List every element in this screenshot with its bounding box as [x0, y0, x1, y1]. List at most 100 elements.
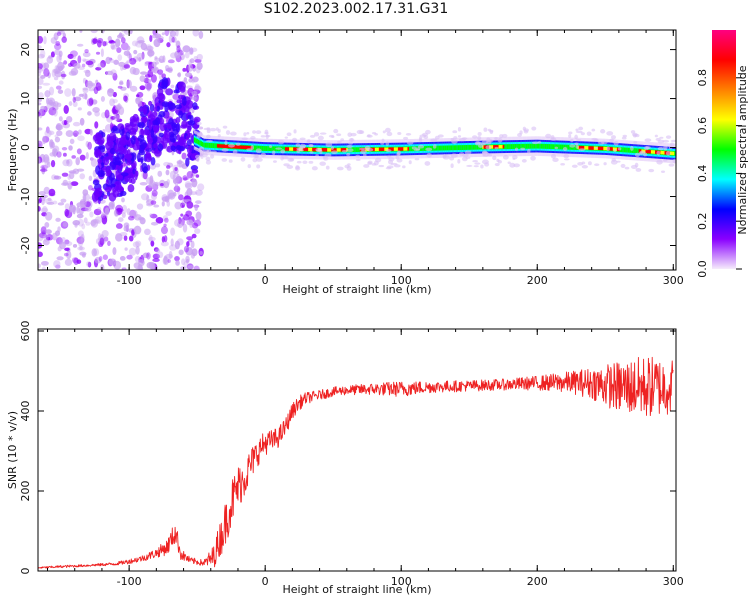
spectrogram-feature-mark — [94, 187, 103, 198]
spectrogram-noise-mark — [188, 78, 193, 83]
spectrogram-noise-mark — [42, 206, 48, 213]
spectrogram-band-blob — [292, 137, 298, 142]
spectrogram-band-inner — [554, 144, 556, 150]
spectrogram-noise-mark — [47, 197, 52, 202]
spectrogram-band-inner — [510, 144, 513, 149]
spectrogram-band-inner — [437, 145, 439, 151]
spectrogram-noise-mark — [48, 107, 57, 116]
spectrogram-band-inner — [559, 144, 562, 150]
spectrogram-noise-mark — [38, 140, 43, 149]
spectrogram-band-blob — [668, 163, 675, 167]
spectrogram-noise-mark — [80, 235, 85, 245]
spectrogram-feature-mark — [183, 142, 188, 148]
spectrogram-noise-mark — [128, 215, 135, 221]
spectrogram-noise-mark — [48, 130, 55, 136]
spectrogram-noise-mark — [186, 201, 194, 209]
spectrogram-feature-mark — [150, 128, 155, 138]
spectrogram-band-blob — [206, 134, 211, 139]
spectrogram-band-inner — [445, 145, 448, 151]
spectrogram-band-inner — [193, 137, 196, 143]
spectrogram-noise-mark — [197, 183, 205, 191]
spectrogram-noise-mark — [191, 178, 198, 188]
spectrogram-noise-mark — [195, 189, 203, 196]
spectrogram-noise-mark — [90, 30, 98, 34]
spectrogram-band-blob — [253, 154, 259, 159]
spectrogram-noise-mark — [43, 68, 50, 77]
spectrogram-noise-mark — [149, 213, 153, 218]
spectrogram-noise-mark — [123, 64, 131, 69]
spectrogram-band-blob — [280, 149, 286, 154]
spectrogram-noise-mark — [67, 174, 71, 180]
spectrogram-band-blob — [317, 135, 324, 141]
spectrogram-band-inner — [505, 144, 507, 150]
spectrogram-band-blob — [264, 131, 269, 135]
spectrogram-band-inner — [457, 145, 460, 151]
spectrogram-band-blob — [630, 164, 638, 169]
spectrogram-band-inner — [508, 144, 510, 150]
spectrogram-band-blob — [481, 159, 489, 165]
spectrogram-noise-mark — [83, 217, 88, 224]
spectrogram-band-blob — [255, 148, 262, 154]
spectrogram-feature-mark — [175, 117, 181, 124]
spectrogram-noise-mark — [79, 198, 87, 208]
spectrogram-noise-mark — [66, 158, 73, 167]
spectrogram-band-blob — [295, 143, 301, 147]
spectrogram-band-blob — [613, 141, 619, 146]
spectrogram-noise-mark — [114, 38, 121, 48]
spectrogram-band-blob — [480, 143, 486, 146]
spectrogram-noise-mark — [66, 250, 72, 260]
spectrogram-noise-mark — [148, 236, 156, 242]
spectrogram-band-inner — [561, 144, 563, 150]
spectrogram-band-core — [381, 147, 384, 152]
spectrogram-band-blob — [472, 159, 479, 163]
spectrogram-feature-mark — [190, 153, 196, 160]
spectrogram-feature-mark — [177, 138, 185, 146]
spectrogram-band-core — [499, 145, 502, 149]
spectrogram-band-core — [585, 146, 588, 150]
spectrogram-feature-mark — [178, 110, 184, 119]
spectrogram-band-blob — [217, 134, 221, 138]
spectrogram-feature-mark — [127, 184, 135, 193]
spectrogram-band-core — [373, 147, 376, 152]
spectrogram-feature-mark — [141, 162, 148, 173]
spectrogram-x-tick-label: 200 — [527, 274, 548, 287]
spectrogram-noise-mark — [123, 95, 128, 102]
spectrogram-noise-mark — [94, 111, 100, 117]
spectrogram-band-inner — [460, 145, 463, 151]
spectrogram-noise-mark — [86, 261, 91, 267]
spectrogram-band-blob — [302, 160, 308, 164]
spectrogram-band-blob — [659, 136, 664, 139]
spectrogram-noise-mark — [146, 252, 151, 260]
spectrogram-band-inner — [547, 144, 550, 149]
spectrogram-noise-mark — [61, 146, 68, 151]
spectrogram-noise-mark — [42, 154, 50, 163]
spectrogram-band-core — [404, 147, 407, 151]
spectrogram-band-blob — [350, 138, 354, 143]
spectrogram-noise-mark — [81, 253, 86, 258]
spectrogram-feature-mark — [183, 105, 190, 113]
spectrogram-band-blob — [319, 132, 327, 135]
spectrogram-noise-mark — [117, 54, 123, 61]
spectrogram-band-blob — [620, 163, 626, 169]
spectrogram-feature-mark — [141, 116, 148, 123]
spectrogram-band-blob — [513, 163, 521, 168]
spectrogram-band-core — [242, 145, 245, 150]
spectrogram-band-blob — [611, 157, 616, 162]
spectrogram-noise-mark — [77, 246, 85, 251]
spectrogram-band-blob — [278, 139, 285, 145]
spectrogram-feature-mark — [152, 111, 158, 118]
spectrogram-band-inner — [456, 145, 458, 151]
spectrogram-noise-mark — [46, 161, 51, 168]
spectrogram-band-core — [286, 147, 288, 151]
spectrogram-band-blob — [202, 149, 210, 152]
spectrogram-band-blob — [205, 156, 211, 162]
spectrogram-band-blob — [576, 139, 582, 142]
spectrogram-band-blob — [340, 138, 345, 142]
spectrogram-band-inner — [204, 142, 207, 148]
spectrogram-band-blob — [196, 133, 201, 139]
spectrogram-band-blob — [195, 154, 201, 159]
spectrogram-band-core — [313, 147, 316, 152]
spectrogram-noise-mark — [38, 68, 43, 74]
spectrogram-noise-mark — [104, 109, 110, 119]
